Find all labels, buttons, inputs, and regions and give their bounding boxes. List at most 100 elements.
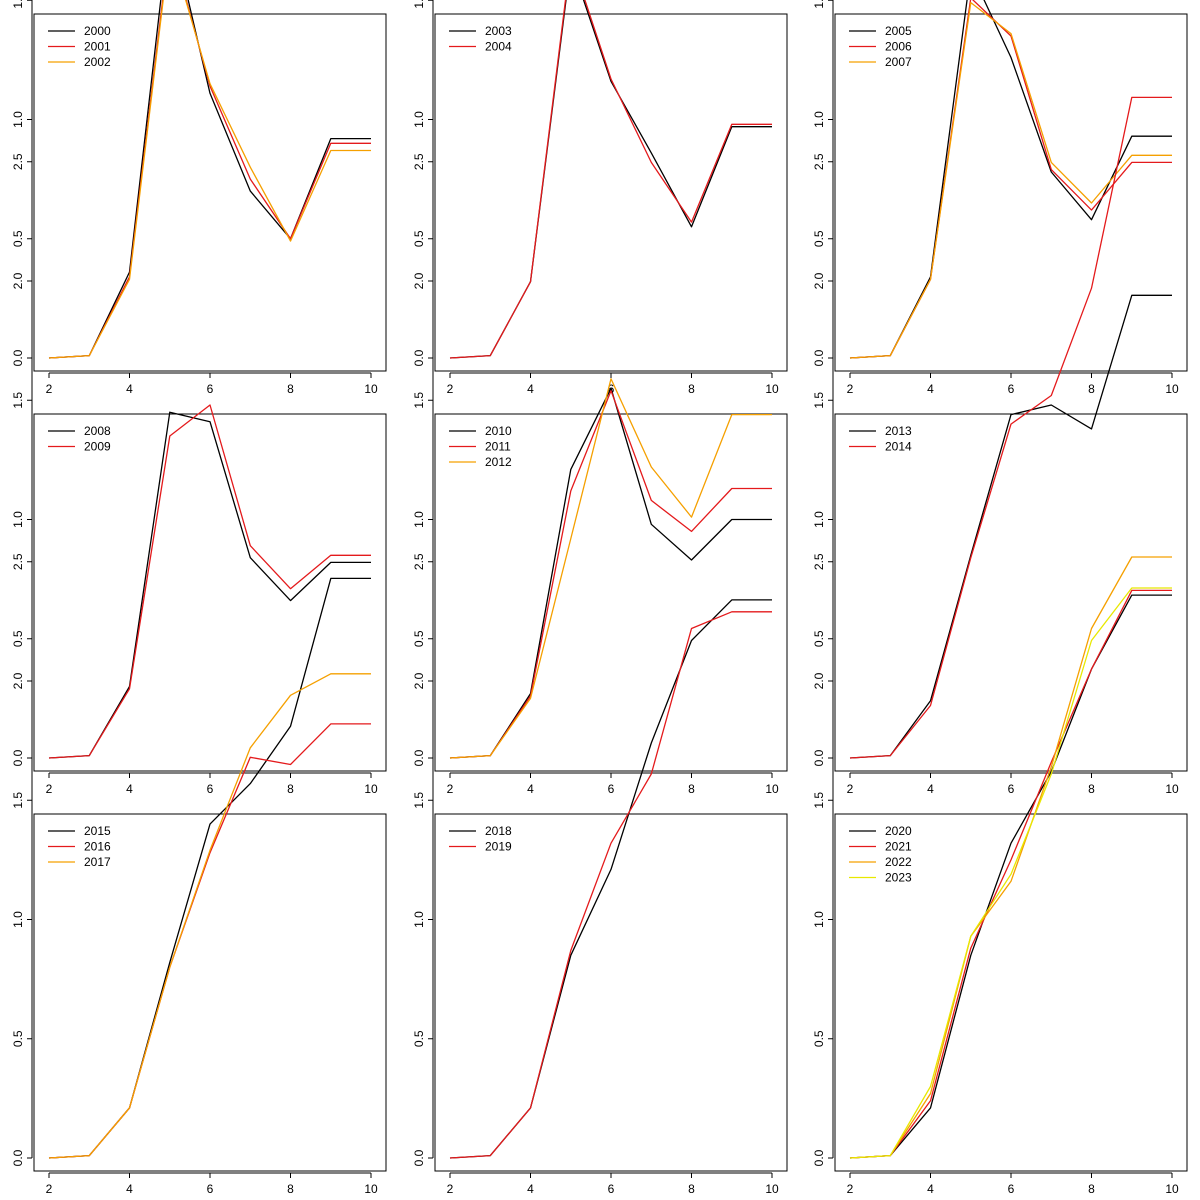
- x-tick-label: 8: [1088, 1182, 1095, 1196]
- y-tick-label: 1.5: [812, 792, 826, 809]
- y-tick-label: 1.0: [812, 111, 826, 128]
- y-tick-label: 0.5: [812, 230, 826, 247]
- y-tick-label: 0.0: [812, 1149, 826, 1166]
- x-tick-label: 8: [1088, 382, 1095, 396]
- legend-label: 2018: [485, 824, 512, 838]
- x-tick-label: 4: [527, 382, 534, 396]
- x-tick-label: 2: [46, 382, 53, 396]
- y-tick-label: 2.0: [412, 672, 426, 689]
- y-tick-label: 0.5: [412, 230, 426, 247]
- x-tick-label: 6: [608, 1182, 615, 1196]
- legend-label: 2008: [84, 424, 111, 438]
- chart-panel: 2 4 6 8 10 0.0 0.5 1.0 1.5 2.0 2.5 2018 2019: [412, 553, 788, 1196]
- legend-label: 2012: [485, 455, 512, 469]
- legend-label: 2013: [885, 424, 912, 438]
- x-tick-label: 4: [527, 782, 534, 796]
- y-tick-label: 2.0: [812, 672, 826, 689]
- series-line: [849, 0, 1172, 359]
- plot-frame: [33, 813, 387, 1172]
- x-tick-label: 8: [688, 1182, 695, 1196]
- series-line: [849, 0, 1172, 359]
- y-tick-label: 2.5: [11, 553, 25, 570]
- legend-label: 2007: [885, 55, 912, 69]
- x-tick-label: 10: [1165, 1182, 1179, 1196]
- series-line: [849, 594, 1172, 1159]
- series-line: [48, 0, 371, 359]
- chart-panel: 2 4 6 8 10 0.0 0.5 1.0 1.5 2.0 2.5 2008 2009: [11, 153, 387, 796]
- x-tick-label: 2: [447, 1182, 454, 1196]
- legend-label: 2019: [485, 840, 512, 854]
- x-tick-label: 4: [126, 382, 133, 396]
- y-tick-label: 2.0: [412, 272, 426, 289]
- plot-frame: [33, 413, 387, 772]
- legend-label: 2023: [885, 871, 912, 885]
- legend-label: 2003: [485, 24, 512, 38]
- legend-label: 2001: [84, 40, 111, 54]
- series-line: [449, 0, 772, 359]
- y-tick-label: 0.0: [412, 1149, 426, 1166]
- y-tick-label: 1.5: [812, 0, 826, 9]
- x-tick-label: 10: [765, 382, 779, 396]
- x-tick-label: 8: [688, 382, 695, 396]
- y-tick-label: 2.5: [412, 553, 426, 570]
- x-tick-label: 6: [1008, 382, 1015, 396]
- plot-frame: [434, 813, 788, 1172]
- plot-frame: [434, 13, 788, 372]
- y-tick-label: 1.0: [11, 511, 25, 528]
- y-tick-label: 2.0: [11, 272, 25, 289]
- series-line: [48, 0, 371, 359]
- x-tick-label: 2: [847, 382, 854, 396]
- y-tick-label: 0.0: [11, 749, 25, 766]
- x-tick-label: 10: [364, 382, 378, 396]
- y-tick-label: 0.5: [11, 630, 25, 647]
- plot-frame: [834, 813, 1188, 1172]
- series-line: [449, 0, 772, 359]
- y-tick-label: 1.5: [412, 0, 426, 9]
- y-tick-label: 2.0: [812, 272, 826, 289]
- x-tick-label: 10: [1165, 782, 1179, 796]
- series-line: [849, 1, 1172, 359]
- y-tick-label: 1.0: [412, 911, 426, 928]
- y-tick-label: 1.0: [11, 911, 25, 928]
- plot-frame: [33, 13, 387, 372]
- y-tick-label: 0.5: [11, 1030, 25, 1047]
- y-tick-label: 1.5: [812, 392, 826, 409]
- series-line: [449, 611, 772, 1159]
- series-line: [849, 589, 1172, 1159]
- legend-label: 2006: [885, 40, 912, 54]
- x-tick-label: 6: [1008, 782, 1015, 796]
- legend-label: 2005: [885, 24, 912, 38]
- y-tick-label: 1.5: [412, 792, 426, 809]
- y-tick-label: 1.0: [412, 111, 426, 128]
- y-tick-label: 0.5: [812, 1030, 826, 1047]
- series-line: [849, 587, 1172, 1159]
- series-line: [48, 411, 371, 759]
- y-tick-label: 1.5: [11, 792, 25, 809]
- y-tick-label: 0.0: [11, 349, 25, 366]
- y-tick-label: 0.0: [11, 1149, 25, 1166]
- y-tick-label: 0.5: [812, 630, 826, 647]
- x-tick-label: 8: [287, 782, 294, 796]
- series-line: [449, 599, 772, 1159]
- x-tick-label: 8: [287, 382, 294, 396]
- x-tick-label: 2: [847, 1182, 854, 1196]
- x-tick-label: 10: [364, 782, 378, 796]
- legend-label: 2020: [885, 824, 912, 838]
- legend-label: 2002: [84, 55, 111, 69]
- legend-label: 2014: [885, 440, 912, 454]
- y-tick-label: 0.0: [412, 349, 426, 366]
- y-tick-label: 1.5: [11, 392, 25, 409]
- chart-panel: 2 4 6 8 10 0.0 0.5 1.0 1.5 2.0 2.5 2013 2014: [812, 96, 1188, 796]
- legend-label: 2004: [485, 40, 512, 54]
- series-line: [849, 294, 1172, 759]
- x-tick-label: 2: [847, 782, 854, 796]
- plot-frame: [834, 13, 1188, 372]
- legend-label: 2021: [885, 840, 912, 854]
- x-tick-label: 8: [287, 1182, 294, 1196]
- legend-label: 2022: [885, 855, 912, 869]
